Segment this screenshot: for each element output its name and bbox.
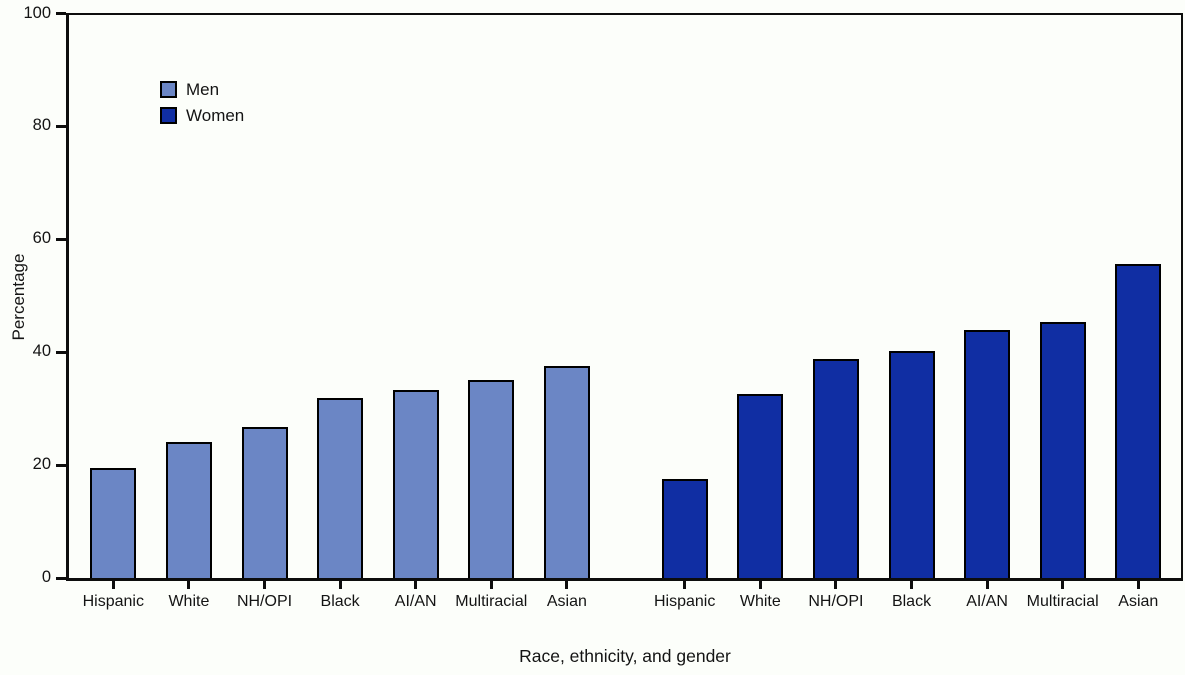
x-axis-tick <box>758 581 762 589</box>
y-axis-tick <box>56 237 66 241</box>
bar-women-multiracial <box>1039 322 1086 578</box>
legend-item-men: Men <box>160 80 280 100</box>
bar-men-multiracial <box>468 379 515 578</box>
legend-swatch-men <box>160 81 177 98</box>
bar-women-nh-opi <box>812 358 859 578</box>
y-axis-title: Percentage <box>9 253 28 341</box>
y-axis-tick <box>56 124 66 128</box>
bar-women-ai-an <box>964 329 1011 578</box>
legend-label: Men <box>186 80 220 99</box>
legend-swatch-women <box>160 107 177 124</box>
x-axis-tick <box>111 581 115 589</box>
x-category-label: Asian <box>1118 593 1159 610</box>
x-axis-tick <box>489 581 493 589</box>
y-axis-tick-label: 100 <box>23 3 51 22</box>
y-axis-tick <box>56 576 66 580</box>
x-category-label: White <box>739 593 781 610</box>
y-axis-tick-label: 60 <box>32 229 51 248</box>
bar-men-hispanic <box>90 467 137 578</box>
bar-men-black <box>317 397 364 578</box>
x-axis-tick <box>338 581 342 589</box>
y-axis-tick-label: 20 <box>32 455 51 474</box>
bar-men-ai-an <box>392 390 439 578</box>
y-axis-tick <box>56 350 66 354</box>
x-category-label: Hispanic <box>654 593 716 610</box>
bar-women-black <box>888 351 935 578</box>
x-axis-tick <box>683 581 687 589</box>
x-category-label: NH/OPI <box>808 593 864 610</box>
x-axis-tick <box>985 581 989 589</box>
bar-men-nh-opi <box>241 427 288 578</box>
x-category-label: Multiracial <box>455 593 528 610</box>
x-axis-tick <box>565 581 569 589</box>
bar-women-white <box>737 393 784 578</box>
legend-item-women: Women <box>160 106 280 126</box>
x-category-label: NH/OPI <box>236 593 293 610</box>
x-category-label: Black <box>320 593 360 610</box>
x-category-label: Asian <box>546 593 587 610</box>
y-axis-tick <box>56 463 66 467</box>
x-category-label: Black <box>891 593 932 610</box>
y-axis-tick <box>56 12 66 15</box>
y-axis-tick-label: 40 <box>32 342 51 361</box>
bar-men-asian <box>543 366 590 578</box>
x-axis-tick <box>1136 581 1140 589</box>
x-category-label: Multiracial <box>1026 593 1099 610</box>
legend-label: Women <box>186 106 245 125</box>
x-category-label: Hispanic <box>82 593 144 610</box>
plot-area <box>66 13 1183 581</box>
x-category-label: White <box>168 593 210 610</box>
y-axis-tick-label: 0 <box>41 568 51 586</box>
x-axis-tick <box>414 581 418 589</box>
bar-women-hispanic <box>661 479 708 578</box>
y-axis-tick-label: 80 <box>32 116 51 135</box>
x-axis-tick <box>187 581 191 589</box>
x-axis-title: Race, ethnicity, and gender <box>519 646 731 666</box>
x-axis-tick <box>910 581 913 589</box>
x-category-label: AI/AN <box>966 593 1008 610</box>
x-axis-tick <box>1061 581 1065 589</box>
bar-men-white <box>165 441 212 578</box>
x-axis-tick <box>834 581 838 589</box>
bar-women-asian <box>1115 264 1162 578</box>
x-category-label: AI/AN <box>394 593 437 610</box>
x-axis-tick <box>263 581 266 589</box>
